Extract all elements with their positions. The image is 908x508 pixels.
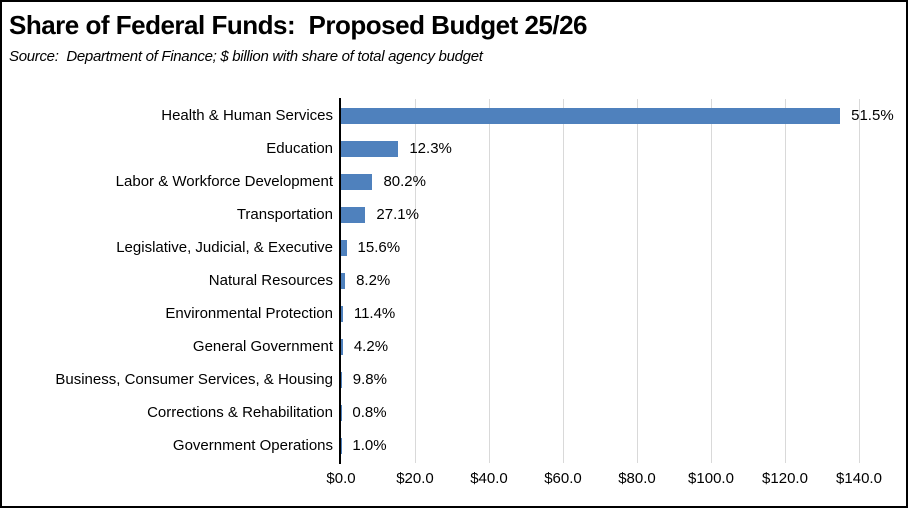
bar [341,305,343,322]
category-label: Education [266,140,333,157]
x-gridline [636,99,638,463]
bar [341,107,841,124]
x-axis-tick-label: $40.0 [470,470,508,487]
x-gridline [488,99,490,463]
x-axis-tick-label: $140.0 [836,470,882,487]
y-axis-line [339,98,341,464]
bar [341,173,373,190]
x-gridline [562,99,564,463]
x-axis-tick-label: $60.0 [544,470,582,487]
x-axis-tick-label: $100.0 [688,470,734,487]
x-axis-tick-label: $0.0 [326,470,356,487]
value-label: 27.1% [376,206,419,223]
bar [341,272,346,289]
bar [341,338,343,355]
bar [341,140,399,157]
value-label: 12.3% [409,140,452,157]
category-label: Government Operations [172,437,333,454]
chart-subtitle: Source: Department of Finance; $ billion… [9,48,483,65]
value-label: 0.8% [352,404,387,421]
x-axis-tick-label: $20.0 [396,470,434,487]
value-label: 1.0% [352,437,387,454]
x-gridline [858,99,860,463]
category-label: Environmental Protection [165,305,333,322]
value-label: 8.2% [356,272,391,289]
bar [341,239,347,256]
value-label: 51.5% [851,107,894,124]
chart-title: Share of Federal Funds: Proposed Budget … [9,10,588,40]
bar [341,206,366,223]
x-axis-tick-label: $80.0 [618,470,656,487]
category-label: Transportation [236,206,333,223]
category-label: General Government [192,338,333,355]
category-label: Natural Resources [208,272,333,289]
category-label: Health & Human Services [161,107,333,124]
x-axis-tick-label: $120.0 [762,470,808,487]
value-label: 4.2% [353,338,389,355]
x-gridline [784,99,786,463]
value-label: 80.2% [383,173,426,190]
value-label: 11.4% [353,305,396,322]
bar [341,371,342,388]
category-label: Corrections & Rehabilitation [147,404,333,421]
value-label: 9.8% [352,371,387,388]
x-gridline [710,99,712,463]
category-label: Legislative, Judicial, & Executive [116,239,333,256]
category-label: Labor & Workforce Development [115,173,333,190]
value-label: 15.6% [357,239,401,256]
x-gridline [414,99,416,463]
category-label: Business, Consumer Services, & Housing [55,371,333,388]
